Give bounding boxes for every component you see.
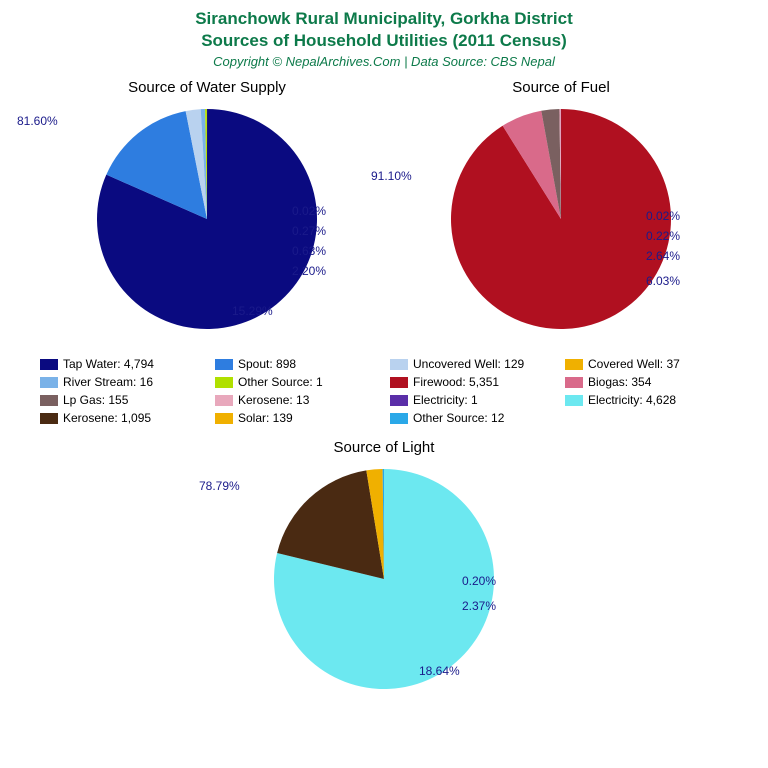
legend-swatch xyxy=(40,377,58,388)
legend-swatch xyxy=(215,413,233,424)
legend-text: Lp Gas: 155 xyxy=(63,393,128,407)
legend-swatch xyxy=(40,359,58,370)
pct-label: 2.20% xyxy=(292,264,326,278)
legend-item: Firewood: 5,351 xyxy=(390,375,553,389)
legend-swatch xyxy=(215,359,233,370)
legend-swatch xyxy=(215,377,233,388)
legend-swatch xyxy=(390,377,408,388)
legend-item: Other Source: 12 xyxy=(390,411,553,425)
pct-label: 0.20% xyxy=(462,574,496,588)
legend-swatch xyxy=(215,395,233,406)
fuel-chart-box: Source of Fuel 91.10%6.03%2.64%0.22%0.02… xyxy=(391,79,731,339)
legend-text: Spout: 898 xyxy=(238,357,296,371)
legend-swatch xyxy=(390,413,408,424)
legend-item: Solar: 139 xyxy=(215,411,378,425)
legend-text: Solar: 139 xyxy=(238,411,293,425)
pct-label: 0.02% xyxy=(292,204,326,218)
legend-text: Electricity: 4,628 xyxy=(588,393,676,407)
legend-item: Biogas: 354 xyxy=(565,375,728,389)
legend-item: Electricity: 4,628 xyxy=(565,393,728,407)
pct-label: 2.64% xyxy=(646,249,680,263)
pct-label: 6.03% xyxy=(646,274,680,288)
pct-label: 0.27% xyxy=(292,224,326,238)
legend-item: Covered Well: 37 xyxy=(565,357,728,371)
legend-item: Kerosene: 13 xyxy=(215,393,378,407)
light-chart-title: Source of Light xyxy=(204,439,564,456)
legend-item: Tap Water: 4,794 xyxy=(40,357,203,371)
pct-label: 0.02% xyxy=(646,209,680,223)
pct-label: 2.37% xyxy=(462,599,496,613)
legend-text: Tap Water: 4,794 xyxy=(63,357,154,371)
light-chart-box: Source of Light 78.79%18.64%2.37%0.20% xyxy=(204,439,564,709)
title-line1: Siranchowk Rural Municipality, Gorkha Di… xyxy=(195,9,573,28)
legend-item: Lp Gas: 155 xyxy=(40,393,203,407)
legend-swatch xyxy=(565,395,583,406)
chart-container: Siranchowk Rural Municipality, Gorkha Di… xyxy=(0,0,768,768)
legend-swatch xyxy=(390,359,408,370)
legend-item: Other Source: 1 xyxy=(215,375,378,389)
legend-item: River Stream: 16 xyxy=(40,375,203,389)
legend-swatch xyxy=(565,377,583,388)
pct-label: 0.63% xyxy=(292,244,326,258)
water-chart-box: Source of Water Supply 81.60%15.29%2.20%… xyxy=(37,79,377,339)
legend-item: Kerosene: 1,095 xyxy=(40,411,203,425)
legend-text: River Stream: 16 xyxy=(63,375,153,389)
water-chart-title: Source of Water Supply xyxy=(37,79,377,96)
fuel-pie xyxy=(446,104,676,334)
fuel-chart-title: Source of Fuel xyxy=(391,79,731,96)
legend-swatch xyxy=(390,395,408,406)
legend-swatch xyxy=(565,359,583,370)
legend-text: Other Source: 1 xyxy=(238,375,323,389)
legend-item: Electricity: 1 xyxy=(390,393,553,407)
title-line2: Sources of Household Utilities (2011 Cen… xyxy=(201,31,567,50)
pct-label: 15.29% xyxy=(232,304,273,318)
top-charts-row: Source of Water Supply 81.60% 15.29% 2.20%… xyxy=(0,79,768,339)
legend-item: Uncovered Well: 129 xyxy=(390,357,553,371)
pct-label: 18.64% xyxy=(419,664,460,678)
legend-text: Firewood: 5,351 xyxy=(413,375,499,389)
pct-label: 91.10% xyxy=(371,169,412,183)
pct-label: 81.60% xyxy=(17,114,58,128)
pct-label: 78.79% xyxy=(199,479,240,493)
legend-text: Other Source: 12 xyxy=(413,411,504,425)
pct-label: 0.22% xyxy=(646,229,680,243)
legend-text: Biogas: 354 xyxy=(588,375,651,389)
main-title: Siranchowk Rural Municipality, Gorkha Di… xyxy=(0,0,768,52)
legend-swatch xyxy=(40,395,58,406)
legend-text: Uncovered Well: 129 xyxy=(413,357,524,371)
water-pie xyxy=(92,104,322,334)
legend-item: Spout: 898 xyxy=(215,357,378,371)
subtitle: Copyright © NepalArchives.Com | Data Sou… xyxy=(0,54,768,69)
legend-swatch xyxy=(40,413,58,424)
legend: Tap Water: 4,794 Spout: 898 Uncovered Well… xyxy=(40,357,728,425)
legend-text: Electricity: 1 xyxy=(413,393,478,407)
legend-text: Kerosene: 13 xyxy=(238,393,309,407)
legend-text: Kerosene: 1,095 xyxy=(63,411,151,425)
legend-text: Covered Well: 37 xyxy=(588,357,680,371)
